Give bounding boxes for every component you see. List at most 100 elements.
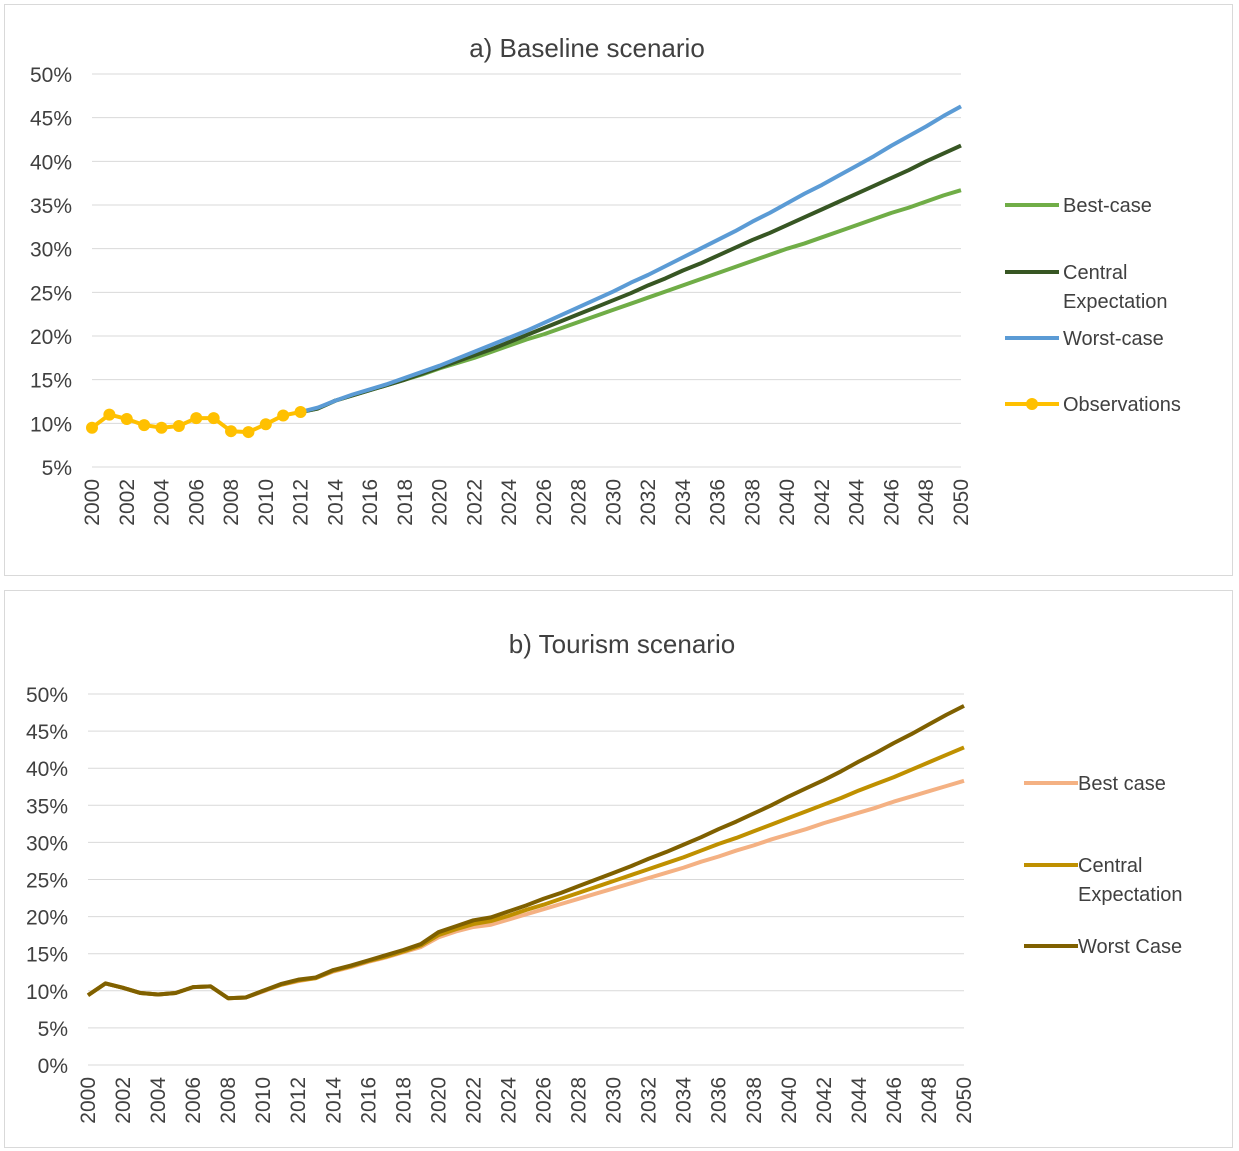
tourism-y-tick-label: 20% bbox=[26, 907, 68, 930]
baseline-observation-point bbox=[155, 421, 168, 434]
tourism-y-tick-label: 5% bbox=[38, 1018, 68, 1041]
tourism-x-ticks: 2000 2002 2004 2006 2008 2010 2012 2014 2016 2018… bbox=[77, 1077, 976, 1124]
baseline-x-tick-label: 2016 bbox=[359, 479, 382, 526]
tourism-y-tick-label: 0% bbox=[38, 1055, 68, 1078]
tourism-series bbox=[86, 704, 965, 1001]
baseline-observation-point bbox=[294, 405, 307, 418]
baseline-y-tick-label: 35% bbox=[30, 195, 72, 218]
tourism-x-tick-label: 2004 bbox=[147, 1077, 170, 1124]
baseline-y-tick-label: 10% bbox=[30, 413, 72, 436]
baseline-legend: Best-case Central Expectation Worst-case Obs… bbox=[1005, 195, 1181, 416]
tourism-x-tick-label: 2038 bbox=[743, 1077, 766, 1124]
tourism-x-tick-label: 2012 bbox=[287, 1077, 310, 1124]
tourism-y-ticks: 50% 45% 40% 35% 30% 25% 20% 15% 10% 5% 0% bbox=[26, 684, 68, 1078]
baseline-observation-point bbox=[242, 426, 255, 439]
baseline-x-tick-label: 2032 bbox=[637, 479, 660, 526]
baseline-x-tick-label: 2002 bbox=[116, 479, 139, 526]
baseline-legend-label: Worst-case bbox=[1063, 328, 1164, 350]
baseline-observation-point bbox=[207, 412, 220, 425]
baseline-x-tick-label: 2036 bbox=[707, 479, 730, 526]
tourism-chart-panel: 50% 45% 40% 35% 30% 25% 20% 15% 10% 5% 0% 2000 2002… bbox=[4, 590, 1233, 1148]
tourism-x-tick-label: 2030 bbox=[603, 1077, 626, 1124]
baseline-series-line bbox=[300, 104, 962, 414]
tourism-legend-label: Worst Case bbox=[1078, 936, 1182, 958]
baseline-x-tick-label: 2020 bbox=[429, 479, 452, 526]
tourism-x-tick-label: 2016 bbox=[357, 1077, 380, 1124]
baseline-series-line bbox=[300, 143, 962, 414]
baseline-observation-point bbox=[190, 412, 203, 425]
baseline-observation-point bbox=[86, 421, 98, 434]
baseline-x-tick-label: 2006 bbox=[185, 479, 208, 526]
tourism-x-tick-label: 2020 bbox=[427, 1077, 450, 1124]
tourism-x-tick-label: 2044 bbox=[848, 1077, 871, 1124]
baseline-chart-panel: 50% 45% 40% 35% 30% 25% 20% 15% 10% 5% 2000 2002 20… bbox=[4, 4, 1233, 576]
baseline-x-tick-label: 2030 bbox=[602, 479, 625, 526]
tourism-x-tick-label: 2036 bbox=[708, 1077, 731, 1124]
baseline-x-tick-label: 2048 bbox=[915, 479, 938, 526]
tourism-x-tick-label: 2002 bbox=[112, 1077, 135, 1124]
baseline-x-tick-label: 2004 bbox=[151, 479, 174, 526]
tourism-series-line bbox=[86, 778, 965, 1001]
tourism-x-tick-label: 2024 bbox=[497, 1077, 520, 1124]
baseline-x-ticks: 2000 2002 2004 2006 2008 2010 2012 2014 2016 2018… bbox=[81, 479, 973, 526]
tourism-x-tick-label: 2018 bbox=[392, 1077, 415, 1124]
baseline-y-tick-label: 15% bbox=[30, 370, 72, 393]
tourism-x-tick-label: 2048 bbox=[918, 1077, 941, 1124]
tourism-x-tick-label: 2040 bbox=[778, 1077, 801, 1124]
tourism-x-tick-label: 2034 bbox=[673, 1077, 696, 1124]
baseline-observation-point bbox=[172, 419, 185, 432]
baseline-x-tick-label: 2034 bbox=[672, 479, 695, 526]
tourism-x-tick-label: 2014 bbox=[322, 1077, 345, 1124]
baseline-x-tick-label: 2042 bbox=[811, 479, 834, 526]
baseline-x-tick-label: 2010 bbox=[255, 479, 278, 526]
baseline-series bbox=[86, 104, 962, 439]
baseline-x-tick-label: 2024 bbox=[498, 479, 521, 526]
tourism-x-tick-label: 2026 bbox=[533, 1077, 556, 1124]
baseline-x-tick-label: 2000 bbox=[81, 479, 104, 526]
tourism-y-tick-label: 35% bbox=[26, 795, 68, 818]
tourism-x-tick-label: 2028 bbox=[568, 1077, 591, 1124]
baseline-observation-point bbox=[277, 409, 290, 422]
baseline-observation-point bbox=[138, 419, 151, 432]
tourism-x-tick-label: 2032 bbox=[638, 1077, 661, 1124]
tourism-x-tick-label: 2000 bbox=[77, 1077, 100, 1124]
baseline-x-tick-label: 2046 bbox=[880, 479, 903, 526]
baseline-x-tick-label: 2018 bbox=[394, 479, 417, 526]
baseline-y-tick-label: 20% bbox=[30, 326, 72, 349]
baseline-x-tick-label: 2040 bbox=[776, 479, 799, 526]
tourism-legend-label: Central Expectation bbox=[1078, 855, 1183, 906]
baseline-x-tick-label: 2008 bbox=[220, 479, 243, 526]
tourism-series-line bbox=[86, 704, 965, 1001]
baseline-title: a) Baseline scenario bbox=[469, 33, 705, 63]
tourism-title: b) Tourism scenario bbox=[509, 629, 735, 659]
baseline-legend-marker bbox=[1026, 398, 1038, 410]
baseline-y-tick-label: 45% bbox=[30, 108, 72, 131]
baseline-legend-label: Central Expectation bbox=[1063, 262, 1168, 313]
tourism-x-tick-label: 2046 bbox=[883, 1077, 906, 1124]
baseline-x-tick-label: 2050 bbox=[950, 479, 973, 526]
tourism-x-tick-label: 2008 bbox=[217, 1077, 240, 1124]
baseline-y-tick-label: 5% bbox=[42, 457, 72, 480]
tourism-legend-label: Best case bbox=[1078, 773, 1166, 795]
tourism-x-tick-label: 2010 bbox=[252, 1077, 275, 1124]
baseline-y-ticks: 50% 45% 40% 35% 30% 25% 20% 15% 10% 5% bbox=[30, 64, 72, 480]
baseline-chart: 50% 45% 40% 35% 30% 25% 20% 15% 10% 5% 2000 2002 20… bbox=[30, 33, 1181, 526]
tourism-legend: Best case Central Expectation Worst Case bbox=[1024, 773, 1183, 958]
tourism-y-tick-label: 40% bbox=[26, 758, 68, 781]
baseline-y-tick-label: 25% bbox=[30, 282, 72, 305]
baseline-x-tick-label: 2012 bbox=[290, 479, 313, 526]
tourism-x-tick-label: 2006 bbox=[182, 1077, 205, 1124]
tourism-x-tick-label: 2050 bbox=[953, 1077, 976, 1124]
tourism-series-line bbox=[86, 745, 965, 1001]
baseline-observation-point bbox=[103, 408, 116, 421]
baseline-y-tick-label: 50% bbox=[30, 64, 72, 87]
baseline-y-tick-label: 40% bbox=[30, 151, 72, 174]
baseline-gridlines bbox=[92, 73, 961, 468]
baseline-x-tick-label: 2038 bbox=[741, 479, 764, 526]
tourism-x-tick-label: 2022 bbox=[462, 1077, 485, 1124]
tourism-x-tick-label: 2042 bbox=[813, 1077, 836, 1124]
baseline-legend-label: Observations bbox=[1063, 394, 1181, 416]
baseline-y-tick-label: 30% bbox=[30, 239, 72, 262]
tourism-y-tick-label: 45% bbox=[26, 721, 68, 744]
tourism-y-tick-label: 30% bbox=[26, 832, 68, 855]
